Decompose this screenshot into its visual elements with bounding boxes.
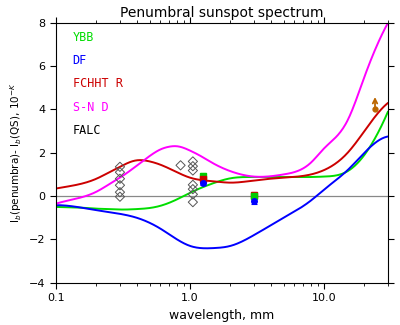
Point xyxy=(190,187,196,192)
Point xyxy=(117,170,123,175)
Point xyxy=(190,182,196,188)
Point xyxy=(190,163,196,169)
Point xyxy=(190,192,196,197)
Text: FCHHT R: FCHHT R xyxy=(73,77,122,90)
Point xyxy=(117,164,123,169)
Point xyxy=(117,176,123,181)
Text: YBB: YBB xyxy=(73,31,94,44)
Point xyxy=(190,159,196,164)
Point xyxy=(117,183,123,188)
Point xyxy=(117,194,123,199)
Text: DF: DF xyxy=(73,54,87,67)
Text: S-N D: S-N D xyxy=(73,101,108,114)
Text: FALC: FALC xyxy=(73,124,101,137)
Point xyxy=(190,200,196,205)
Point xyxy=(177,163,184,168)
Y-axis label: I$_b$(penumbra)- I$_b$(QS), 10$^{-K}$: I$_b$(penumbra)- I$_b$(QS), 10$^{-K}$ xyxy=(8,82,24,223)
Point xyxy=(117,189,123,195)
X-axis label: wavelength, mm: wavelength, mm xyxy=(169,309,275,322)
Point xyxy=(190,168,196,173)
Title: Penumbral sunspot spectrum: Penumbral sunspot spectrum xyxy=(120,6,324,20)
